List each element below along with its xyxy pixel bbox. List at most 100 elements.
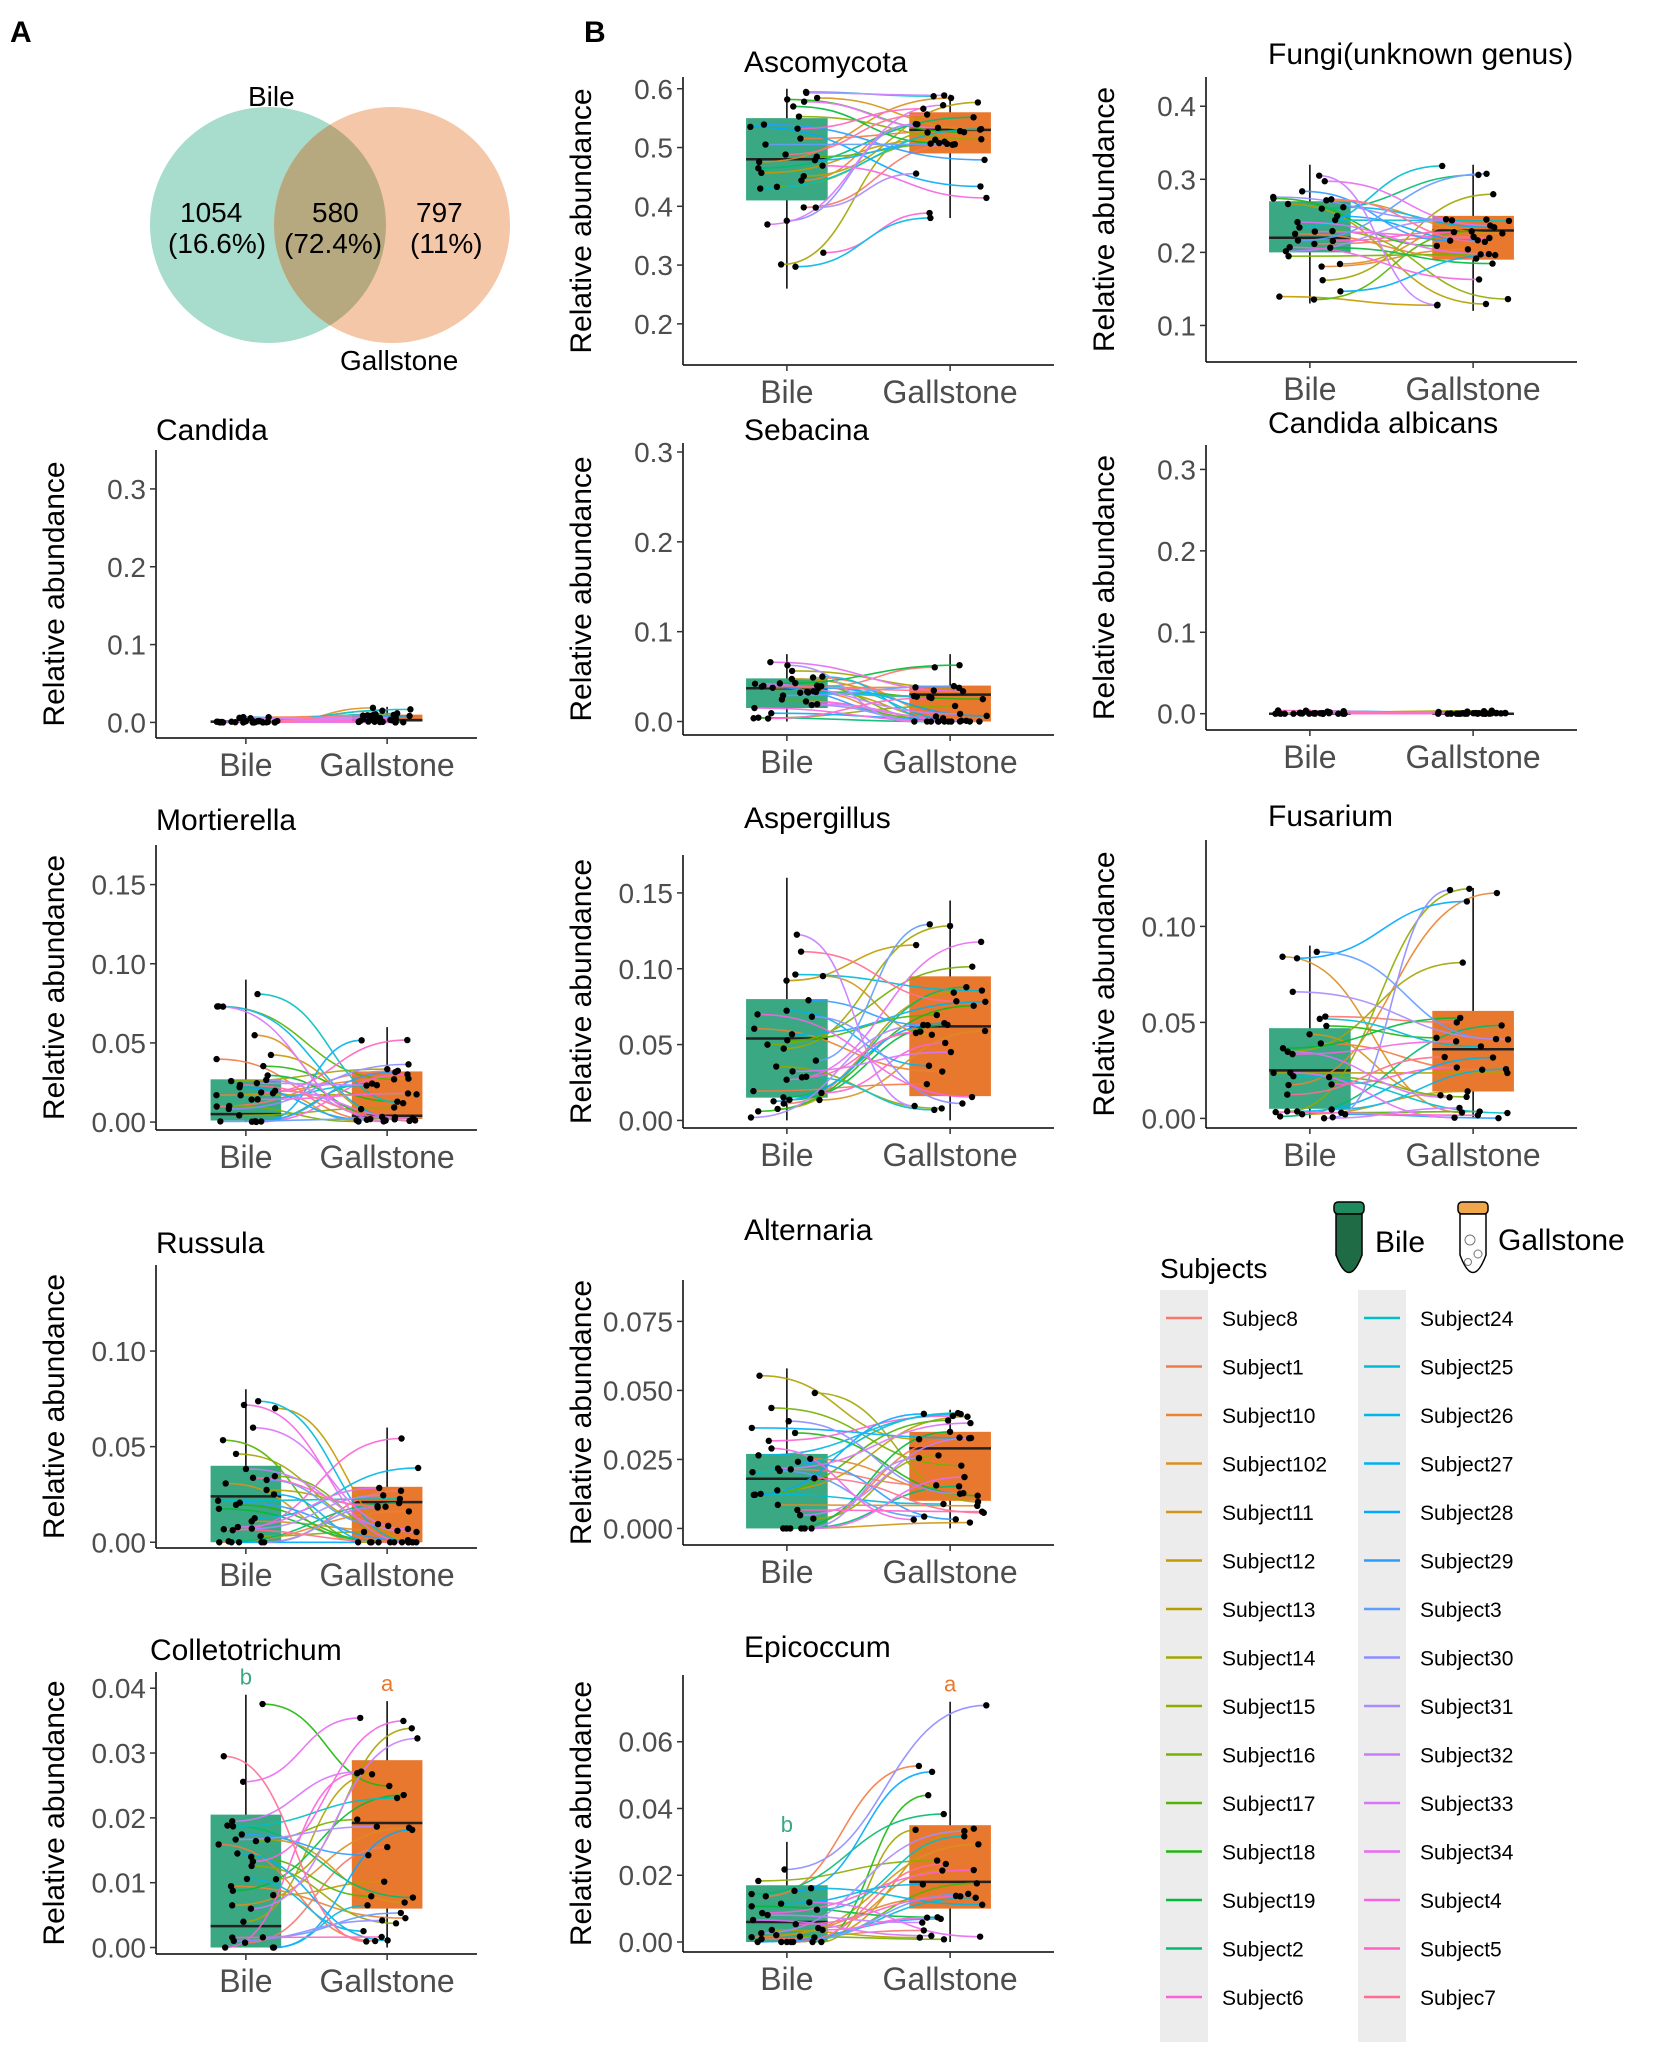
plot-mortierella: Mortierella Relative abundance 0.00 0.05 0.1… bbox=[38, 804, 477, 1175]
y-tick-label: 0.1 bbox=[107, 630, 146, 661]
legend-column-shade bbox=[1358, 1290, 1406, 2042]
subject-trajectory bbox=[751, 1813, 944, 1895]
x-category-label: Bile bbox=[760, 1961, 813, 1997]
gallstone-point bbox=[371, 718, 378, 725]
subject-trajectory bbox=[767, 965, 973, 1046]
gallstone-point bbox=[360, 1927, 367, 1935]
bile-point bbox=[221, 1944, 229, 1951]
subject-trajectory bbox=[790, 1430, 951, 1530]
bile-point bbox=[239, 1778, 247, 1785]
bile-point bbox=[265, 713, 272, 721]
bile-point bbox=[789, 1938, 797, 1946]
subject-trajectory bbox=[1332, 889, 1451, 1119]
x-category-label: Gallstone bbox=[320, 747, 455, 783]
plot-ascomycota: Ascomycota Relative abundance 0.2 0.3 0.4 0.5… bbox=[565, 46, 1054, 410]
subject-trajectory bbox=[821, 666, 935, 688]
bile-point bbox=[271, 1473, 279, 1480]
gallstone-point bbox=[400, 1717, 407, 1725]
bile-point bbox=[759, 1909, 766, 1917]
bile-point bbox=[253, 1079, 261, 1087]
gallstone-point bbox=[912, 941, 920, 949]
gallstone-point bbox=[398, 1539, 406, 1546]
bile-point bbox=[219, 1436, 227, 1444]
bile-point bbox=[264, 1836, 271, 1843]
bile-point bbox=[240, 1401, 248, 1409]
bile-point bbox=[249, 1858, 257, 1865]
bile-point bbox=[819, 673, 826, 680]
bile-point bbox=[777, 261, 785, 268]
bile-point bbox=[1322, 1013, 1329, 1020]
subject-trajectory bbox=[822, 1916, 928, 1931]
subject-trajectory bbox=[819, 1030, 986, 1101]
subject-trajectory bbox=[814, 1392, 979, 1503]
gallstone-point bbox=[355, 718, 362, 726]
bile-point bbox=[755, 1452, 762, 1459]
subject-points bbox=[1272, 707, 1509, 717]
x-category-label: Gallstone bbox=[883, 1961, 1018, 1997]
y-tick-label: 0.00 bbox=[619, 1105, 674, 1136]
subject-trajectory bbox=[227, 1824, 413, 1899]
bile-point bbox=[1317, 1040, 1325, 1047]
y-axis-label: Relative abundance bbox=[565, 1681, 598, 1946]
gallstone-point bbox=[404, 1036, 411, 1044]
subject-points bbox=[748, 1702, 990, 1946]
bile-point bbox=[1284, 200, 1292, 208]
gallstone-point bbox=[983, 712, 990, 720]
gallstone-point bbox=[391, 1116, 398, 1123]
gallstone-point bbox=[935, 1452, 942, 1459]
bile-point bbox=[798, 1074, 806, 1081]
bile-tube-cap bbox=[1333, 1201, 1365, 1215]
legend-entry-label: Subject25 bbox=[1420, 1357, 1513, 1380]
gallstone-point bbox=[392, 1068, 399, 1076]
gallstone-point bbox=[375, 1539, 382, 1546]
bile-point bbox=[803, 89, 810, 97]
y-tick-label: 0.0 bbox=[634, 707, 673, 738]
bile-point bbox=[1336, 260, 1344, 268]
subject-trajectory bbox=[786, 941, 982, 1081]
subject-trajectory bbox=[796, 933, 915, 1107]
gallstone-point bbox=[952, 1516, 959, 1523]
bile-point bbox=[215, 1505, 223, 1512]
gallstone-point bbox=[409, 1826, 416, 1834]
bile-point bbox=[767, 658, 774, 666]
bile-point bbox=[1298, 188, 1306, 195]
subject-trajectory bbox=[233, 1797, 398, 1828]
x-category-label: Gallstone bbox=[883, 374, 1018, 410]
bile-point bbox=[807, 1455, 814, 1462]
gallstone-point bbox=[1446, 237, 1454, 244]
gallstone-point bbox=[959, 688, 967, 695]
gallstone-point bbox=[915, 1454, 923, 1462]
y-tick-label: 0.1 bbox=[1157, 617, 1196, 648]
gallstone-point bbox=[975, 1841, 982, 1848]
gallstone-point bbox=[414, 1735, 421, 1742]
gallstone-point bbox=[926, 921, 933, 928]
gallstone-point bbox=[938, 1105, 945, 1112]
bile-point bbox=[1289, 1050, 1296, 1058]
subject-trajectory bbox=[267, 1838, 405, 1904]
bile-point bbox=[787, 1466, 794, 1473]
bile-point bbox=[754, 1938, 761, 1946]
bile-point bbox=[782, 151, 789, 158]
y-tick-label: 0.00 bbox=[1142, 1103, 1197, 1134]
x-category-label: Gallstone bbox=[320, 1139, 455, 1175]
gallstone-point bbox=[937, 1915, 944, 1923]
bile-point bbox=[762, 141, 769, 148]
gallstone-point bbox=[976, 1933, 984, 1940]
gallstone-point bbox=[376, 718, 384, 726]
gallstone-point bbox=[965, 1435, 973, 1442]
bile-point bbox=[220, 1753, 227, 1760]
y-tick-label: 0.02 bbox=[619, 1860, 674, 1891]
plot-aspergillus: Aspergillus Relative abundance 0.00 0.05 0.1… bbox=[565, 802, 1054, 1173]
plot-title: Russula bbox=[156, 1227, 265, 1260]
bile-point bbox=[796, 1933, 804, 1940]
legend-entry-label: Subject13 bbox=[1222, 1599, 1315, 1622]
bile-point bbox=[764, 221, 771, 228]
gallstone-point bbox=[958, 1462, 965, 1469]
gallstone-point bbox=[947, 94, 955, 102]
gallstone-point bbox=[1477, 1043, 1485, 1050]
bile-point bbox=[1311, 240, 1318, 248]
subject-points bbox=[747, 88, 990, 270]
gallstone-pebble bbox=[1464, 1258, 1472, 1266]
gallstone-point bbox=[963, 983, 970, 991]
subject-trajectory bbox=[763, 685, 934, 692]
